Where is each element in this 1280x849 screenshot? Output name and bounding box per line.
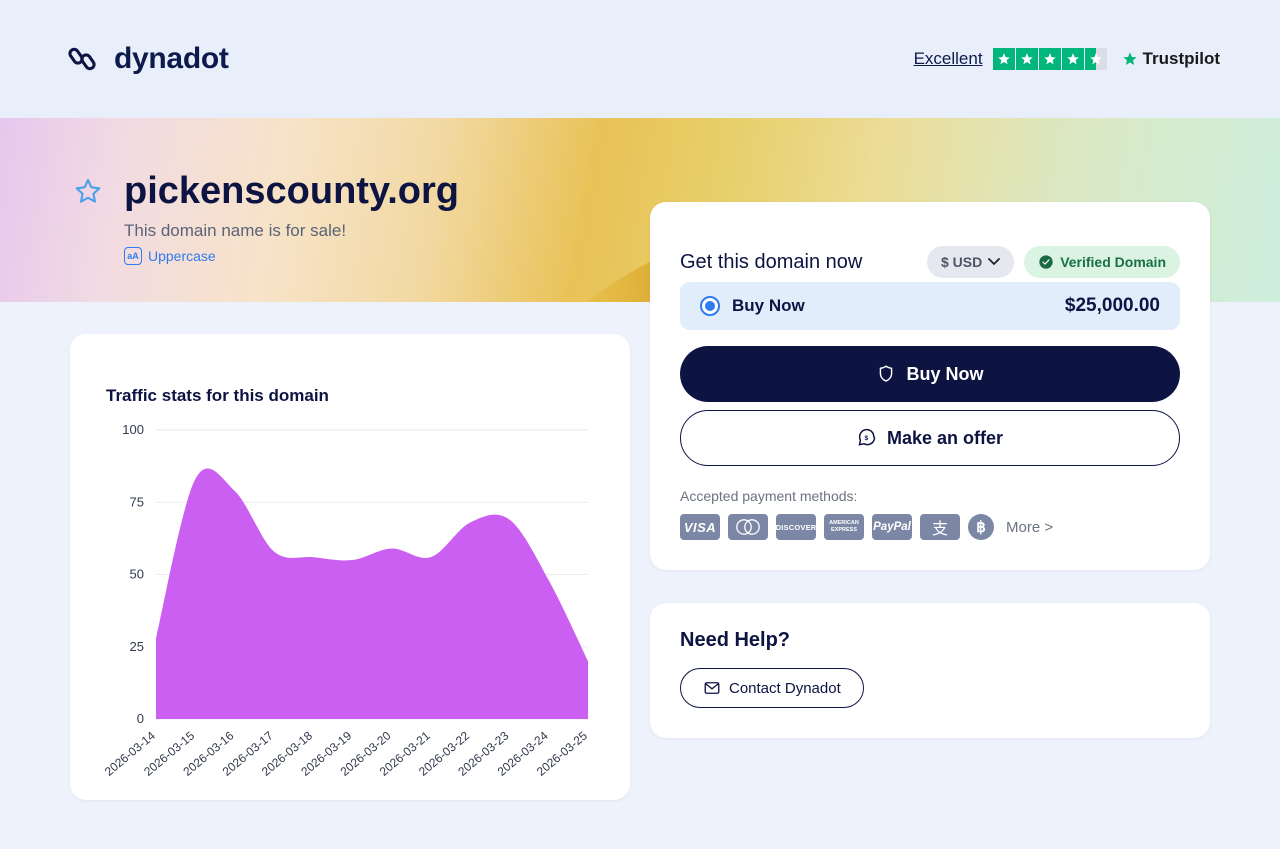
- svg-text:75: 75: [130, 494, 144, 509]
- svg-text:100: 100: [122, 422, 144, 437]
- svg-text:25: 25: [130, 639, 144, 654]
- svg-text:0: 0: [137, 711, 144, 726]
- svg-text:50: 50: [130, 567, 144, 582]
- svg-text:$: $: [864, 435, 868, 442]
